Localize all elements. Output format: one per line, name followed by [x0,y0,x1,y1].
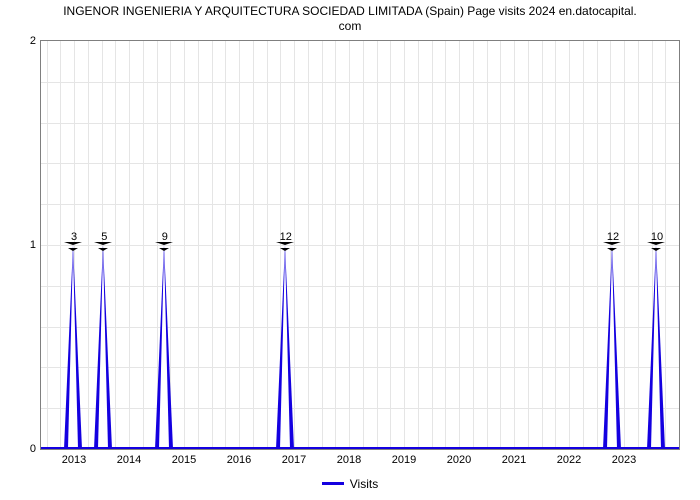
series-value-label: 3 [71,231,77,243]
series-spike-fill [651,248,661,449]
grid-vline-major [624,41,625,449]
grid-vline-minor [60,41,61,449]
x-tick-label: 2015 [172,454,196,466]
grid-vline-minor [665,41,666,449]
grid-vline-minor [597,41,598,449]
grid-vline-minor [583,41,584,449]
legend-swatch [322,482,344,485]
grid-vline-major [459,41,460,449]
grid-vline-minor [212,41,213,449]
grid-vline-minor [88,41,89,449]
grid-vline-minor [390,41,391,449]
grid-vline-minor [308,41,309,449]
series-spike-fill [280,248,290,449]
chart-title: INGENOR INGENIERIA Y ARQUITECTURA SOCIED… [0,4,700,34]
x-tick-label: 2023 [612,454,636,466]
x-tick-label: 2014 [117,454,141,466]
grid-vline-major [514,41,515,449]
y-tick-label: 1 [4,239,36,251]
grid-vline-major [129,41,130,449]
grid-vline-minor [363,41,364,449]
grid-vline-minor [115,41,116,449]
series-baseline [41,447,679,449]
x-tick-label: 2018 [337,454,361,466]
grid-vline-minor [528,41,529,449]
grid-vline-major [404,41,405,449]
legend: Visits [0,476,700,491]
x-tick-label: 2020 [447,454,471,466]
x-tick-label: 2016 [227,454,251,466]
grid-vline-minor [473,41,474,449]
series-spike-fill [159,248,169,449]
chart-plot-area [40,40,680,450]
series-spike-fill [98,248,108,449]
x-tick-label: 2019 [392,454,416,466]
grid-vline-minor [555,41,556,449]
grid-vline-minor [198,41,199,449]
grid-vline-minor [143,41,144,449]
grid-vline-minor [418,41,419,449]
grid-vline-major [239,41,240,449]
series-value-label: 9 [162,231,168,243]
grid-vline-major [349,41,350,449]
grid-vline-minor [638,41,639,449]
series-value-label: 12 [607,231,619,243]
series-spike-fill [607,248,617,449]
grid-vline-minor [432,41,433,449]
x-tick-label: 2021 [502,454,526,466]
series-value-label: 10 [651,231,663,243]
grid-vline-minor [487,41,488,449]
grid-vline-minor [445,41,446,449]
x-tick-label: 2017 [282,454,306,466]
grid-vline-minor [322,41,323,449]
grid-vline-major [569,41,570,449]
chart-title-line1: INGENOR INGENIERIA Y ARQUITECTURA SOCIED… [63,4,637,18]
x-tick-label: 2013 [62,454,86,466]
legend-label: Visits [350,477,378,491]
series-value-label: 5 [101,231,107,243]
grid-vline-minor [225,41,226,449]
x-tick-label: 2022 [557,454,581,466]
series-value-label: 12 [280,231,292,243]
grid-vline-minor [377,41,378,449]
grid-vline-major [294,41,295,449]
grid-vline-major [184,41,185,449]
grid-vline-minor [500,41,501,449]
grid-vline-minor [335,41,336,449]
series-spike-fill [68,248,78,449]
y-tick-label: 0 [4,443,36,455]
y-tick-label: 2 [4,35,36,47]
grid-vline-minor [253,41,254,449]
grid-vline-minor [47,41,48,449]
chart-title-line2: com [339,19,362,33]
grid-vline-minor [542,41,543,449]
grid-vline-minor [267,41,268,449]
